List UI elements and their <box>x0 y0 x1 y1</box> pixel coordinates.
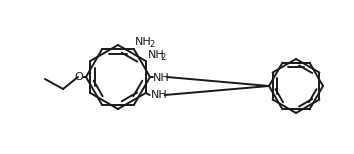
Text: 2: 2 <box>149 40 154 49</box>
Text: 2: 2 <box>161 53 166 62</box>
Text: NH: NH <box>148 50 165 60</box>
Text: NH: NH <box>151 90 167 100</box>
Text: NH: NH <box>153 73 170 83</box>
Text: O: O <box>74 72 83 82</box>
Text: NH: NH <box>135 37 152 47</box>
